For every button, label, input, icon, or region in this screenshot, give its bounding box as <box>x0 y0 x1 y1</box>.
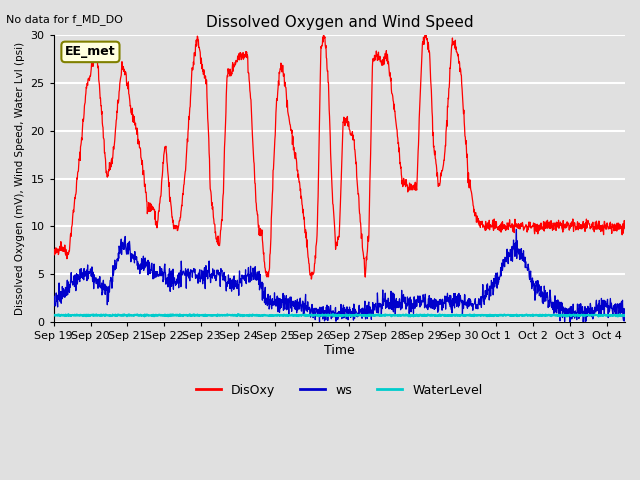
Title: Dissolved Oxygen and Wind Speed: Dissolved Oxygen and Wind Speed <box>205 15 473 30</box>
Legend: DisOxy, ws, WaterLevel: DisOxy, ws, WaterLevel <box>191 379 488 402</box>
X-axis label: Time: Time <box>324 344 355 357</box>
Text: EE_met: EE_met <box>65 46 116 59</box>
Y-axis label: Dissolved Oxygen (mV), Wind Speed, Water Lvl (psi): Dissolved Oxygen (mV), Wind Speed, Water… <box>15 42 25 315</box>
Text: No data for f_MD_DO: No data for f_MD_DO <box>6 14 124 25</box>
